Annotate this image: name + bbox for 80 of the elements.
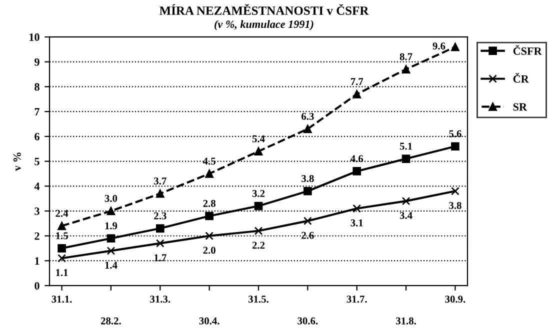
data-label: 8.7 bbox=[400, 53, 412, 60]
data-label: 6.3 bbox=[302, 112, 314, 120]
y-tick-label: 7 bbox=[34, 108, 40, 116]
x-tick-label: 31.8. bbox=[396, 317, 416, 324]
y-tick-label: 8 bbox=[34, 83, 40, 91]
data-label: 1.4 bbox=[105, 262, 118, 269]
y-tick-label: 3 bbox=[34, 208, 40, 215]
data-label: 9.6 bbox=[432, 42, 446, 50]
x-tick-label: 28.2. bbox=[100, 317, 121, 324]
legend-label: ČSFR bbox=[513, 45, 542, 55]
point bbox=[156, 189, 164, 198]
data-label: 3.1 bbox=[350, 219, 363, 226]
data-label: 1.7 bbox=[154, 254, 166, 262]
point bbox=[352, 204, 362, 213]
data-label: 3.0 bbox=[104, 194, 118, 202]
point bbox=[451, 142, 460, 151]
point bbox=[254, 202, 263, 210]
point bbox=[304, 216, 312, 226]
point bbox=[304, 186, 312, 196]
point bbox=[402, 65, 410, 74]
data-label: 3.4 bbox=[400, 212, 412, 219]
point bbox=[451, 186, 460, 196]
legend-label: ČR bbox=[513, 73, 529, 83]
y-axis-title: v % bbox=[13, 152, 21, 171]
point bbox=[205, 232, 214, 240]
x-tick-label: 31.1. bbox=[52, 296, 72, 303]
data-label: 2.6 bbox=[302, 232, 314, 239]
point bbox=[106, 246, 116, 255]
data-label: 2.3 bbox=[154, 212, 166, 220]
y-tick-label: 0 bbox=[34, 282, 40, 290]
x-tick-label: 31.3. bbox=[150, 296, 170, 303]
point bbox=[205, 170, 214, 178]
data-label: 3.2 bbox=[252, 190, 265, 198]
data-label: 4.5 bbox=[202, 158, 216, 165]
y-tick-label: 2 bbox=[34, 232, 40, 240]
y-tick-label: 1 bbox=[35, 257, 40, 265]
point bbox=[352, 90, 362, 98]
data-label: 1.5 bbox=[56, 232, 68, 240]
data-label: 3.8 bbox=[302, 175, 314, 182]
y-tick-label: 4 bbox=[34, 182, 40, 190]
point bbox=[156, 239, 164, 248]
data-label: 1.1 bbox=[56, 269, 68, 276]
point bbox=[451, 42, 460, 52]
x-tick-label: 30.6. bbox=[298, 317, 318, 324]
data-label: 2.2 bbox=[252, 242, 265, 249]
data-label: 5.1 bbox=[400, 142, 412, 150]
point bbox=[106, 206, 116, 216]
point bbox=[352, 167, 362, 176]
y-tick-label: 9 bbox=[34, 58, 40, 66]
data-label: 2.8 bbox=[203, 200, 216, 207]
x-tick-label: 31.7. bbox=[346, 296, 367, 303]
data-label: 2.4 bbox=[56, 210, 68, 217]
point bbox=[58, 222, 66, 230]
y-tick-label: 10 bbox=[30, 33, 40, 41]
data-label: 3.7 bbox=[154, 178, 166, 185]
data-label: 5.4 bbox=[252, 135, 265, 142]
point bbox=[254, 226, 263, 236]
data-label: 3.8 bbox=[449, 202, 462, 210]
point bbox=[156, 224, 164, 233]
point bbox=[58, 254, 66, 262]
y-tick-label: 5 bbox=[34, 158, 40, 166]
point bbox=[402, 154, 410, 163]
chart-subtitle: (v %, kumulace 1991) bbox=[214, 20, 314, 30]
data-label: 1.9 bbox=[105, 222, 118, 230]
data-label: 2.0 bbox=[203, 246, 216, 254]
point bbox=[106, 234, 116, 243]
point bbox=[205, 212, 214, 220]
data-label: 4.6 bbox=[350, 155, 364, 162]
point bbox=[304, 124, 312, 134]
point bbox=[254, 147, 263, 156]
x-tick-label: 31.5. bbox=[248, 296, 268, 303]
data-label: 7.7 bbox=[350, 78, 364, 86]
x-tick-label: 30.4. bbox=[199, 317, 220, 324]
legend-label: SR bbox=[513, 103, 528, 111]
point bbox=[402, 196, 410, 206]
point bbox=[58, 244, 66, 252]
chart-title: MÍRA NEZAMĚSTNANOSTI v ČSFR bbox=[160, 4, 369, 15]
x-tick-label: 30.9. bbox=[445, 296, 466, 303]
y-tick-label: 6 bbox=[34, 132, 40, 140]
data-label: 5.6 bbox=[449, 130, 462, 138]
